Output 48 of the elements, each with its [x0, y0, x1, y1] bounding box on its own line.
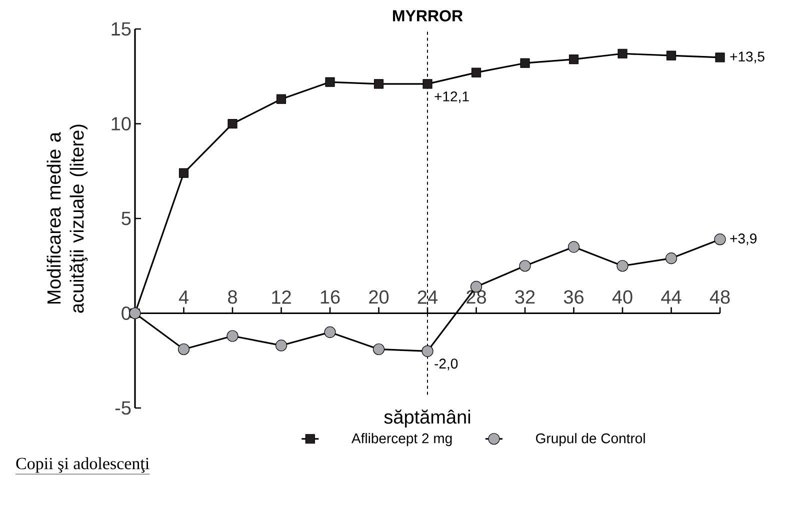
x-axis-title: săptămâni	[384, 410, 470, 428]
x-tick-label: 44	[661, 290, 682, 304]
x-tick-label: 8	[228, 290, 237, 304]
point	[519, 260, 531, 272]
data-label: +13,5	[730, 52, 764, 64]
y-tick-label: 5	[122, 212, 131, 226]
x-tick-label: 48	[710, 290, 730, 304]
x-tick-label: 24	[418, 290, 438, 304]
ref-line-label: MYRROR	[393, 10, 463, 22]
point	[275, 340, 288, 352]
point	[422, 345, 434, 357]
point	[520, 58, 530, 68]
y-tick-label: 10	[112, 117, 131, 130]
point	[178, 343, 190, 356]
x-tick-label: 4	[178, 290, 188, 304]
data-label: +12,1	[434, 91, 469, 104]
x-tick-label: 32	[515, 290, 535, 304]
legend-label: Grupul de Control	[536, 433, 645, 446]
point	[422, 79, 432, 89]
y-axis-title: Modificarea medie a acuităţii vizuale (litere)	[46, 124, 88, 313]
legend-label: Aflibercept 2 mg	[352, 433, 452, 446]
data-label: -2,0	[434, 358, 458, 370]
point	[471, 68, 482, 78]
x-tick-label: 16	[320, 290, 340, 304]
point	[666, 50, 676, 60]
point	[714, 234, 726, 246]
point	[715, 52, 725, 62]
point	[372, 343, 385, 356]
point	[374, 79, 384, 89]
point	[618, 48, 628, 58]
point	[226, 330, 238, 342]
text: Copii şi adolescenţi	[16, 457, 150, 473]
point	[568, 54, 579, 64]
y-tick-label: 15	[112, 22, 131, 36]
point	[616, 260, 628, 272]
point	[568, 241, 580, 253]
x-tick-label: 12	[272, 290, 291, 304]
point	[324, 326, 336, 338]
data-label: +3,9	[730, 234, 757, 246]
x-tick-label: 20	[369, 290, 389, 304]
x-tick-label: 36	[564, 290, 584, 304]
point	[665, 252, 678, 264]
x-tick-label: 40	[612, 290, 632, 304]
point	[228, 118, 238, 129]
y-tick-label: -5	[115, 401, 131, 415]
point	[178, 168, 189, 178]
point	[276, 94, 286, 104]
point	[325, 77, 335, 87]
